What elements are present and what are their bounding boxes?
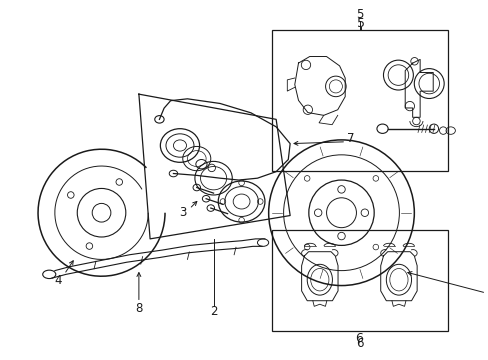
Text: 8: 8 [135, 302, 142, 315]
Text: 5: 5 [356, 9, 363, 22]
Text: 7: 7 [346, 131, 354, 144]
Text: 4: 4 [55, 274, 62, 287]
Text: 6: 6 [356, 337, 363, 350]
Bar [272, 230, 447, 331]
Text: 6: 6 [354, 332, 362, 345]
Text: 1: 1 [487, 293, 488, 306]
Text: 5: 5 [357, 17, 365, 30]
Text: 2: 2 [209, 305, 217, 318]
Bar [272, 30, 447, 171]
Text: 3: 3 [179, 206, 186, 219]
